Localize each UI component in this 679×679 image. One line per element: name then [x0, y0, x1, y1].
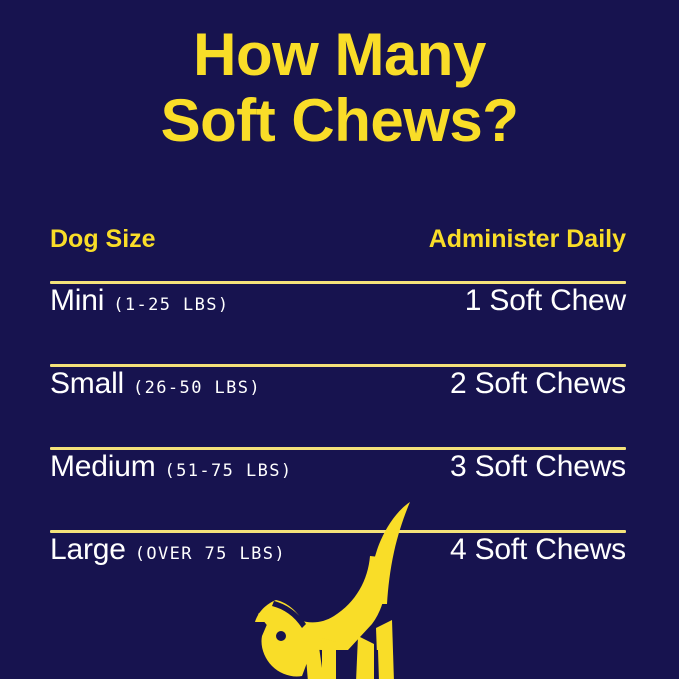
- row-dose-cell: 1 Soft Chew: [464, 284, 626, 317]
- divider-row-2: [50, 447, 626, 450]
- size-range: (1-25 LBS): [113, 295, 230, 315]
- dosage-table: Dog Size Administer Daily Mini (1-25 LBS…: [50, 225, 626, 613]
- table-row: Large (OVER 75 LBS) 4 Soft Chews: [50, 533, 626, 613]
- divider-row-3: [50, 530, 626, 533]
- table-header-row: Dog Size Administer Daily: [50, 225, 626, 281]
- header-dog-size: Dog Size: [50, 225, 156, 253]
- row-size-cell: Mini (1-25 LBS): [50, 284, 230, 318]
- size-name: Mini: [50, 284, 105, 317]
- row-size-cell: Large (OVER 75 LBS): [50, 533, 286, 567]
- size-range: (51-75 LBS): [164, 461, 293, 481]
- page-title: How Many Soft Chews?: [0, 22, 679, 154]
- size-name: Small: [50, 367, 125, 400]
- row-dose-cell: 2 Soft Chews: [449, 367, 626, 400]
- title-line-1: How Many: [193, 21, 486, 88]
- header-administer-daily: Administer Daily: [428, 225, 626, 253]
- table-row: Medium (51-75 LBS) 3 Soft Chews: [50, 450, 626, 530]
- divider-row-1: [50, 364, 626, 367]
- size-range: (OVER 75 LBS): [134, 544, 286, 564]
- row-dose-cell: 4 Soft Chews: [449, 533, 626, 566]
- row-dose-cell: 3 Soft Chews: [449, 450, 626, 483]
- size-name: Large: [50, 533, 126, 566]
- table-row: Small (26-50 LBS) 2 Soft Chews: [50, 367, 626, 447]
- title-line-2: Soft Chews?: [160, 87, 519, 154]
- divider-header: [50, 281, 626, 284]
- size-name: Medium: [50, 450, 156, 483]
- row-size-cell: Small (26-50 LBS): [50, 367, 261, 401]
- row-size-cell: Medium (51-75 LBS): [50, 450, 292, 484]
- size-range: (26-50 LBS): [133, 378, 261, 398]
- table-row: Mini (1-25 LBS) 1 Soft Chew: [50, 284, 626, 364]
